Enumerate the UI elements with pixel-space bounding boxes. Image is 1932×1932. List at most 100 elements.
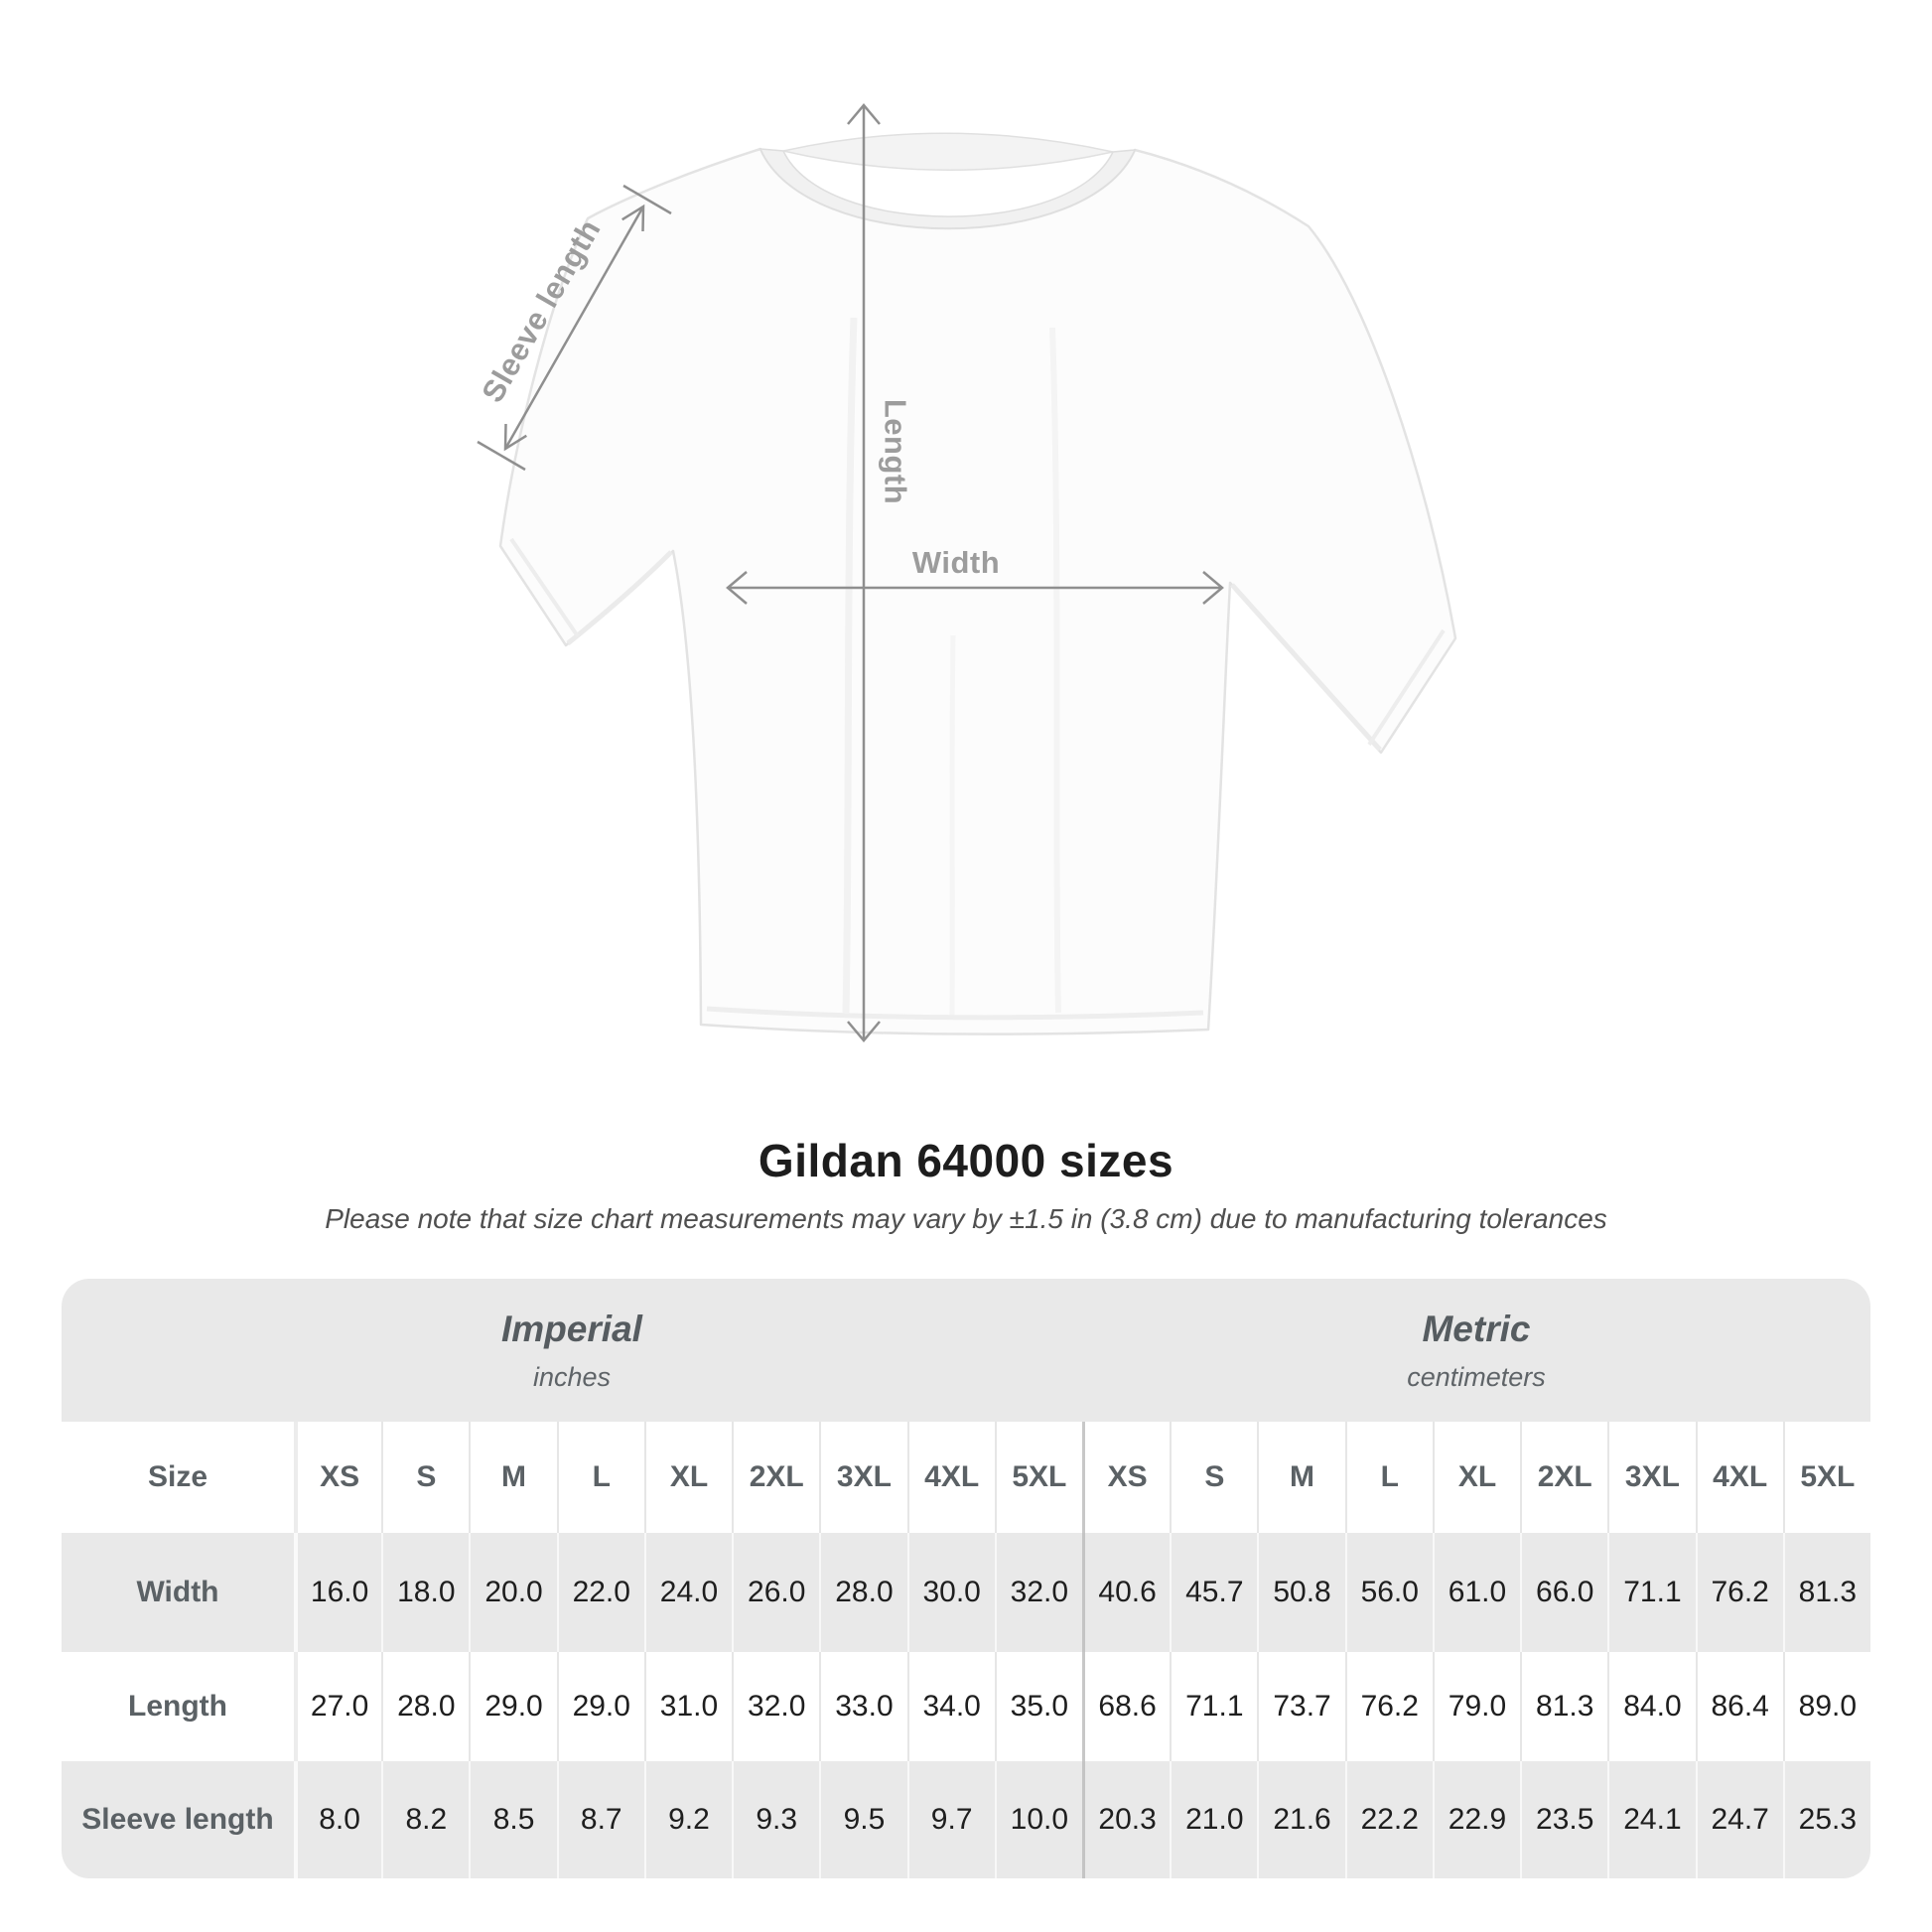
sleeve-arrowhead-top xyxy=(621,204,645,232)
row-label-length: Length xyxy=(62,1652,294,1761)
fabric-fold xyxy=(1049,327,1061,1014)
fabric-fold xyxy=(949,634,956,1019)
table-cell: 9.2 xyxy=(643,1761,733,1878)
tshirt-back-collar xyxy=(782,132,1114,171)
table-cell: 33.0 xyxy=(819,1652,907,1761)
table-cell: 18.0 xyxy=(381,1533,470,1652)
table-header-cell: 2XL xyxy=(732,1422,820,1533)
table-header-cell: 3XL xyxy=(819,1422,907,1533)
table-cell: 21.0 xyxy=(1170,1761,1258,1878)
row-label-sleeve-length: Sleeve length xyxy=(62,1761,294,1878)
table-cell: 25.3 xyxy=(1782,1761,1870,1878)
table-cell: 21.6 xyxy=(1257,1761,1345,1878)
table-cell: 89.0 xyxy=(1782,1652,1870,1761)
size-table: Imperial inches Metric centimeters Size … xyxy=(62,1279,1870,1878)
table-cell: 16.0 xyxy=(294,1533,382,1652)
table-cell: 71.1 xyxy=(1607,1533,1696,1652)
table-cell: 34.0 xyxy=(906,1652,995,1761)
table-cell: 61.0 xyxy=(1432,1533,1521,1652)
table-cell: 40.6 xyxy=(1081,1533,1171,1652)
table-cell: 32.0 xyxy=(994,1533,1082,1652)
sleeve-hem-left xyxy=(509,537,580,638)
table-cell: 71.1 xyxy=(1170,1652,1258,1761)
tolerance-note: Please note that size chart measurements… xyxy=(325,1203,1607,1234)
tshirt-graphic: Sleeve length Length Width xyxy=(475,103,1457,1042)
table-header-cell: S xyxy=(1170,1422,1258,1533)
table-cell: 20.3 xyxy=(1081,1761,1171,1878)
table-header-cell: 5XL xyxy=(1782,1422,1870,1533)
fabric-fold xyxy=(842,317,858,1014)
table-cell: 81.3 xyxy=(1782,1533,1870,1652)
sleeve-arrowhead-bottom xyxy=(503,423,527,452)
table-cell: 22.2 xyxy=(1344,1761,1433,1878)
row-label-width: Width xyxy=(62,1533,294,1652)
width-label: Width xyxy=(912,545,1000,580)
table-cell: 10.0 xyxy=(994,1761,1082,1878)
size-diagram: Sleeve length Length Width xyxy=(475,103,1457,1042)
table-cell: 68.6 xyxy=(1081,1652,1171,1761)
table-header-cell: 5XL xyxy=(994,1422,1082,1533)
table-cell: 8.7 xyxy=(556,1761,644,1878)
table-cell: 66.0 xyxy=(1520,1533,1608,1652)
table-header-cell: 2XL xyxy=(1520,1422,1608,1533)
table-header-cell: 4XL xyxy=(906,1422,995,1533)
table-cell: 24.0 xyxy=(643,1533,733,1652)
table-header-cell: 4XL xyxy=(1695,1422,1783,1533)
table-cell: 24.1 xyxy=(1607,1761,1696,1878)
table-cell: 35.0 xyxy=(994,1652,1082,1761)
table-cell: 56.0 xyxy=(1344,1533,1433,1652)
page-title: Gildan 64000 sizes xyxy=(758,1135,1174,1186)
table-cell: 24.7 xyxy=(1695,1761,1783,1878)
table-cell: 29.0 xyxy=(556,1652,644,1761)
table-cell: 31.0 xyxy=(643,1652,733,1761)
sleeve-hem-right xyxy=(1367,628,1446,747)
underarm-seam-left xyxy=(566,550,673,645)
length-label: Length xyxy=(879,399,913,504)
table-cell: 84.0 xyxy=(1607,1652,1696,1761)
table-cell: 76.2 xyxy=(1695,1533,1783,1652)
table-header-cell: L xyxy=(556,1422,644,1533)
table-cell: 27.0 xyxy=(294,1652,382,1761)
table-cell: 30.0 xyxy=(906,1533,995,1652)
table-header-cell: M xyxy=(469,1422,557,1533)
table-cell: 22.9 xyxy=(1432,1761,1521,1878)
table-header-cell: M xyxy=(1257,1422,1345,1533)
sleeve-cap-bottom xyxy=(477,440,526,472)
table-cell: 45.7 xyxy=(1170,1533,1258,1652)
table-cell: 8.0 xyxy=(294,1761,382,1878)
table-cell: 8.2 xyxy=(381,1761,470,1878)
group-unit-imperial: inches xyxy=(532,1361,612,1392)
length-arrowhead-bottom xyxy=(847,1021,881,1042)
table-cell: 26.0 xyxy=(732,1533,820,1652)
size-column-header: Size xyxy=(62,1422,294,1533)
table-cell: 20.0 xyxy=(469,1533,557,1652)
table-header-cell: XL xyxy=(1432,1422,1521,1533)
table-cell: 76.2 xyxy=(1344,1652,1433,1761)
tshirt-body xyxy=(498,147,1457,1035)
table-cell: 81.3 xyxy=(1520,1652,1608,1761)
table-cell: 28.0 xyxy=(819,1533,907,1652)
sleeve-cap-top xyxy=(622,184,672,215)
table-header-cell: 3XL xyxy=(1607,1422,1696,1533)
group-unit-metric: centimeters xyxy=(1407,1361,1546,1392)
table-cell: 50.8 xyxy=(1257,1533,1345,1652)
table-cell: 9.7 xyxy=(906,1761,995,1878)
table-cell: 9.5 xyxy=(819,1761,907,1878)
group-label-metric: Metric xyxy=(1422,1308,1531,1349)
sleeve-dimension-line xyxy=(503,206,645,450)
group-header-imperial: Imperial inches xyxy=(62,1279,1082,1422)
underarm-seam-right xyxy=(1230,583,1382,752)
hem-seam xyxy=(706,1006,1204,1021)
table-header-cell: S xyxy=(381,1422,470,1533)
table-cell: 29.0 xyxy=(469,1652,557,1761)
table-header-cell: XL xyxy=(643,1422,733,1533)
table-cell: 23.5 xyxy=(1520,1761,1608,1878)
table-cell: 28.0 xyxy=(381,1652,470,1761)
width-arrowhead-left xyxy=(726,571,748,605)
group-label-imperial: Imperial xyxy=(501,1308,642,1349)
table-cell: 8.5 xyxy=(469,1761,557,1878)
table-cell: 79.0 xyxy=(1432,1652,1521,1761)
table-cell: 9.3 xyxy=(732,1761,820,1878)
table-header-cell: XS xyxy=(294,1422,382,1533)
width-arrowhead-right xyxy=(1202,571,1224,605)
